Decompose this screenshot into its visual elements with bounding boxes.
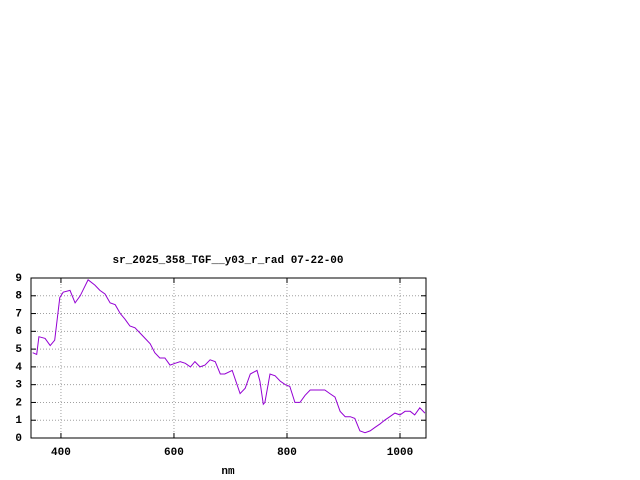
x-tick-label: 400 bbox=[51, 447, 71, 459]
x-tick-label: 1000 bbox=[387, 447, 413, 459]
chart-title: sr_2025_358_TGF__y03_r_rad 07-22-00 bbox=[112, 255, 343, 267]
y-tick-label: 9 bbox=[15, 273, 22, 285]
y-tick-label: 7 bbox=[15, 308, 22, 320]
y-tick-label: 1 bbox=[15, 415, 22, 427]
y-tick-label: 3 bbox=[15, 380, 22, 392]
y-tick-label: 2 bbox=[15, 397, 22, 409]
y-tick-label: 6 bbox=[15, 326, 22, 338]
plot-frame bbox=[30, 277, 427, 439]
y-tick-label: 4 bbox=[15, 362, 22, 374]
y-tick-label: 8 bbox=[15, 291, 22, 303]
x-tick-label: 600 bbox=[164, 447, 184, 459]
x-tick-label: 800 bbox=[277, 447, 297, 459]
y-tick-label: 0 bbox=[15, 433, 22, 445]
data-line bbox=[32, 279, 426, 434]
x-axis-label: nm bbox=[221, 466, 235, 478]
y-tick-label: 5 bbox=[15, 344, 22, 356]
